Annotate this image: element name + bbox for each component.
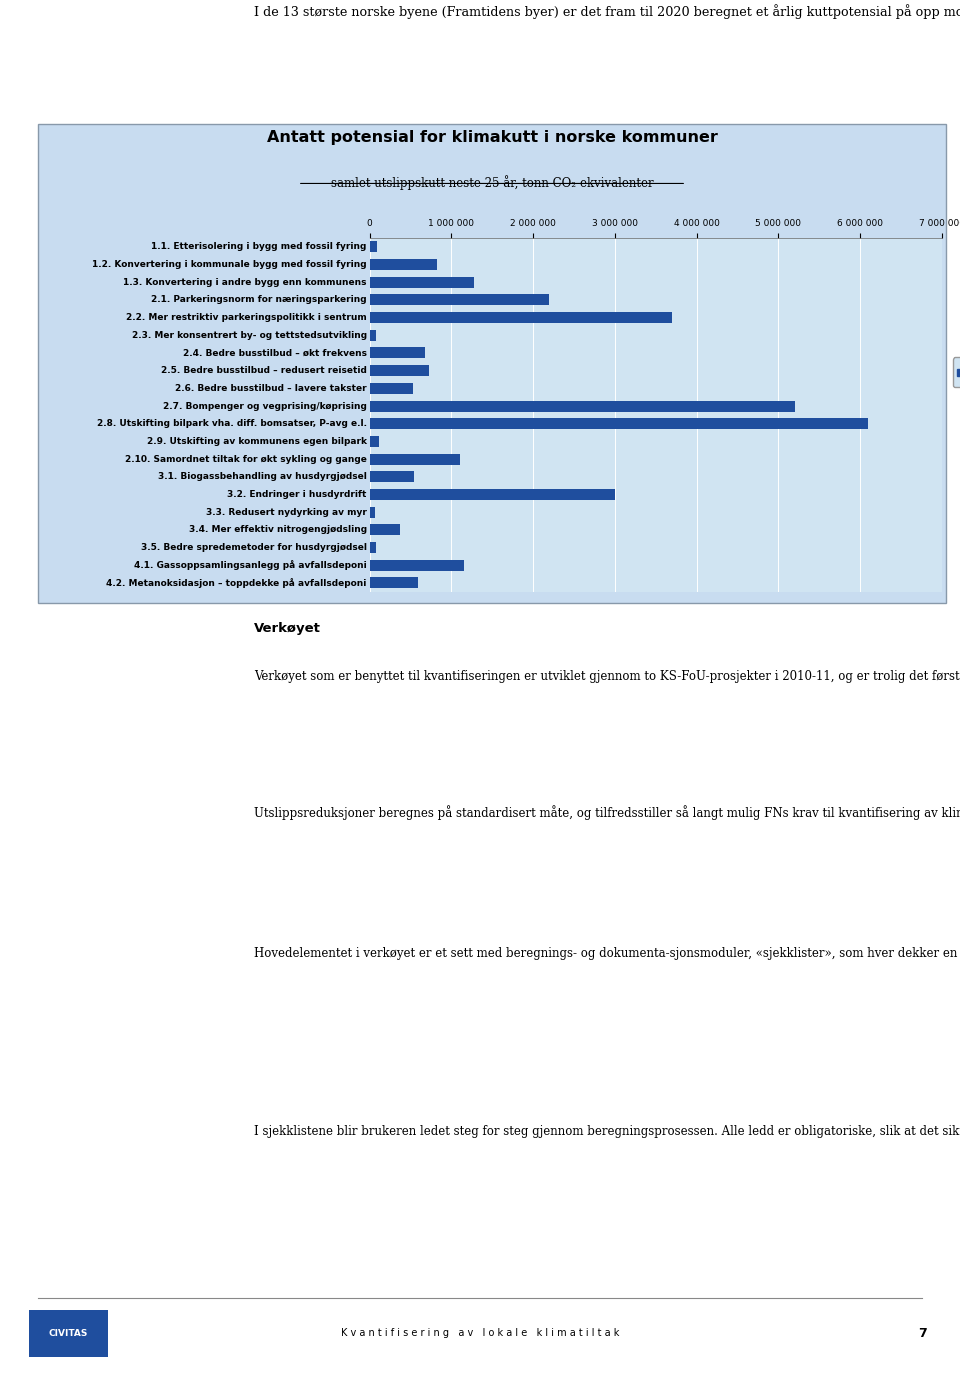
Bar bbox=[370, 348, 425, 359]
Text: 3.5. Bedre spredemetoder for husdyrgjødsel: 3.5. Bedre spredemetoder for husdyrgjøds… bbox=[141, 544, 367, 552]
Text: 1.1. Etterisolering i bygg med fossil fyring: 1.1. Etterisolering i bygg med fossil fy… bbox=[152, 242, 367, 252]
Text: 2.8. Utskifting bilpark vha. diff. bomsatser, P-avg e.l.: 2.8. Utskifting bilpark vha. diff. bomsa… bbox=[97, 420, 367, 428]
Text: 2.7. Bompenger og vegprising/køprising: 2.7. Bompenger og vegprising/køprising bbox=[163, 402, 367, 410]
Text: 2.3. Mer konsentrert by- og tettstedsutvikling: 2.3. Mer konsentrert by- og tettstedsutv… bbox=[132, 330, 367, 340]
Text: 2.4. Bedre busstilbud – økt frekvens: 2.4. Bedre busstilbud – økt frekvens bbox=[182, 348, 367, 358]
Bar bbox=[370, 400, 795, 411]
Bar bbox=[370, 330, 375, 341]
Text: 3.3. Redusert nydyrking av myr: 3.3. Redusert nydyrking av myr bbox=[205, 508, 367, 516]
Text: samlet utslippskutt neste 25 år, tonn CO₂-ekvivalenter: samlet utslippskutt neste 25 år, tonn CO… bbox=[330, 176, 654, 190]
Text: Utslippsreduksjoner beregnes på standardisert måte, og tilfredsstiller så langt : Utslippsreduksjoner beregnes på standard… bbox=[254, 805, 960, 820]
Text: Antatt potensial for klimakutt i norske kommuner: Antatt potensial for klimakutt i norske … bbox=[267, 129, 717, 144]
Bar bbox=[370, 506, 375, 517]
Bar bbox=[370, 277, 474, 288]
Bar bbox=[370, 241, 377, 252]
Bar bbox=[370, 454, 460, 465]
Text: I sjekklistene blir brukeren ledet steg for steg gjennom beregningsprosessen. Al: I sjekklistene blir brukeren ledet steg … bbox=[254, 1124, 960, 1138]
Bar bbox=[370, 436, 379, 447]
Bar bbox=[370, 578, 418, 589]
Text: 2.10. Samordnet tiltak for økt sykling og gange: 2.10. Samordnet tiltak for økt sykling o… bbox=[125, 454, 367, 464]
Bar bbox=[370, 294, 549, 305]
Text: 3.2. Endringer i husdyrdrift: 3.2. Endringer i husdyrdrift bbox=[228, 490, 367, 499]
Text: Hovedelementet i verkøyet er et sett med beregnings- og dokumenta-sjonsmoduler, : Hovedelementet i verkøyet er et sett med… bbox=[254, 945, 960, 959]
Text: 1.2. Konvertering i kommunale bygg med fossil fyring: 1.2. Konvertering i kommunale bygg med f… bbox=[92, 260, 367, 270]
Legend: til sammen
neste 25 år: til sammen neste 25 år bbox=[952, 358, 960, 388]
Text: I de 13 største norske byene (Framtidens byer) er det fram til 2020 beregnet et : I de 13 største norske byene (Framtidens… bbox=[254, 4, 960, 19]
Text: 7: 7 bbox=[918, 1326, 926, 1340]
Text: 2.2. Mer restriktiv parkeringspolitikk i sentrum: 2.2. Mer restriktiv parkeringspolitikk i… bbox=[126, 314, 367, 322]
Text: 2.9. Utskifting av kommunens egen bilpark: 2.9. Utskifting av kommunens egen bilpar… bbox=[147, 438, 367, 446]
Bar bbox=[370, 471, 414, 482]
Bar bbox=[370, 383, 413, 394]
Text: 3.1. Biogassbehandling av husdyrgjødsel: 3.1. Biogassbehandling av husdyrgjødsel bbox=[157, 472, 367, 482]
Text: K v a n t i f i s e r i n g   a v   l o k a l e   k l i m a t i l t a k: K v a n t i f i s e r i n g a v l o k a … bbox=[341, 1328, 619, 1339]
Text: 2.1. Parkeringsnorm for næringsparkering: 2.1. Parkeringsnorm for næringsparkering bbox=[151, 296, 367, 304]
Bar bbox=[370, 560, 464, 571]
Text: 4.2. Metanoksidasjon – toppdekke på avfallsdeponi: 4.2. Metanoksidasjon – toppdekke på avfa… bbox=[107, 578, 367, 588]
Text: 2.6. Bedre busstilbud – lavere takster: 2.6. Bedre busstilbud – lavere takster bbox=[175, 384, 367, 392]
Bar bbox=[370, 259, 437, 270]
Text: Verkøyet: Verkøyet bbox=[254, 622, 322, 636]
FancyBboxPatch shape bbox=[29, 1310, 108, 1357]
Bar bbox=[370, 488, 614, 499]
Bar bbox=[370, 418, 868, 429]
Bar bbox=[370, 524, 400, 535]
Text: 2.5. Bedre busstilbud – redusert reisetid: 2.5. Bedre busstilbud – redusert reiseti… bbox=[161, 366, 367, 376]
Bar bbox=[370, 312, 672, 323]
Bar bbox=[370, 365, 429, 376]
Text: 1.3. Konvertering i andre bygg enn kommunens: 1.3. Konvertering i andre bygg enn kommu… bbox=[123, 278, 367, 286]
Text: Verkøyet som er benyttet til kvantifiseringen er utviklet gjennom to KS-FoU-pros: Verkøyet som er benyttet til kvantifiser… bbox=[254, 667, 960, 682]
Text: 4.1. Gassoppsamlingsanlegg på avfallsdeponi: 4.1. Gassoppsamlingsanlegg på avfallsdep… bbox=[134, 560, 367, 570]
Text: CIVITAS: CIVITAS bbox=[49, 1329, 88, 1337]
Bar bbox=[370, 542, 375, 553]
Text: 3.4. Mer effektiv nitrogengjødsling: 3.4. Mer effektiv nitrogengjødsling bbox=[188, 526, 367, 534]
